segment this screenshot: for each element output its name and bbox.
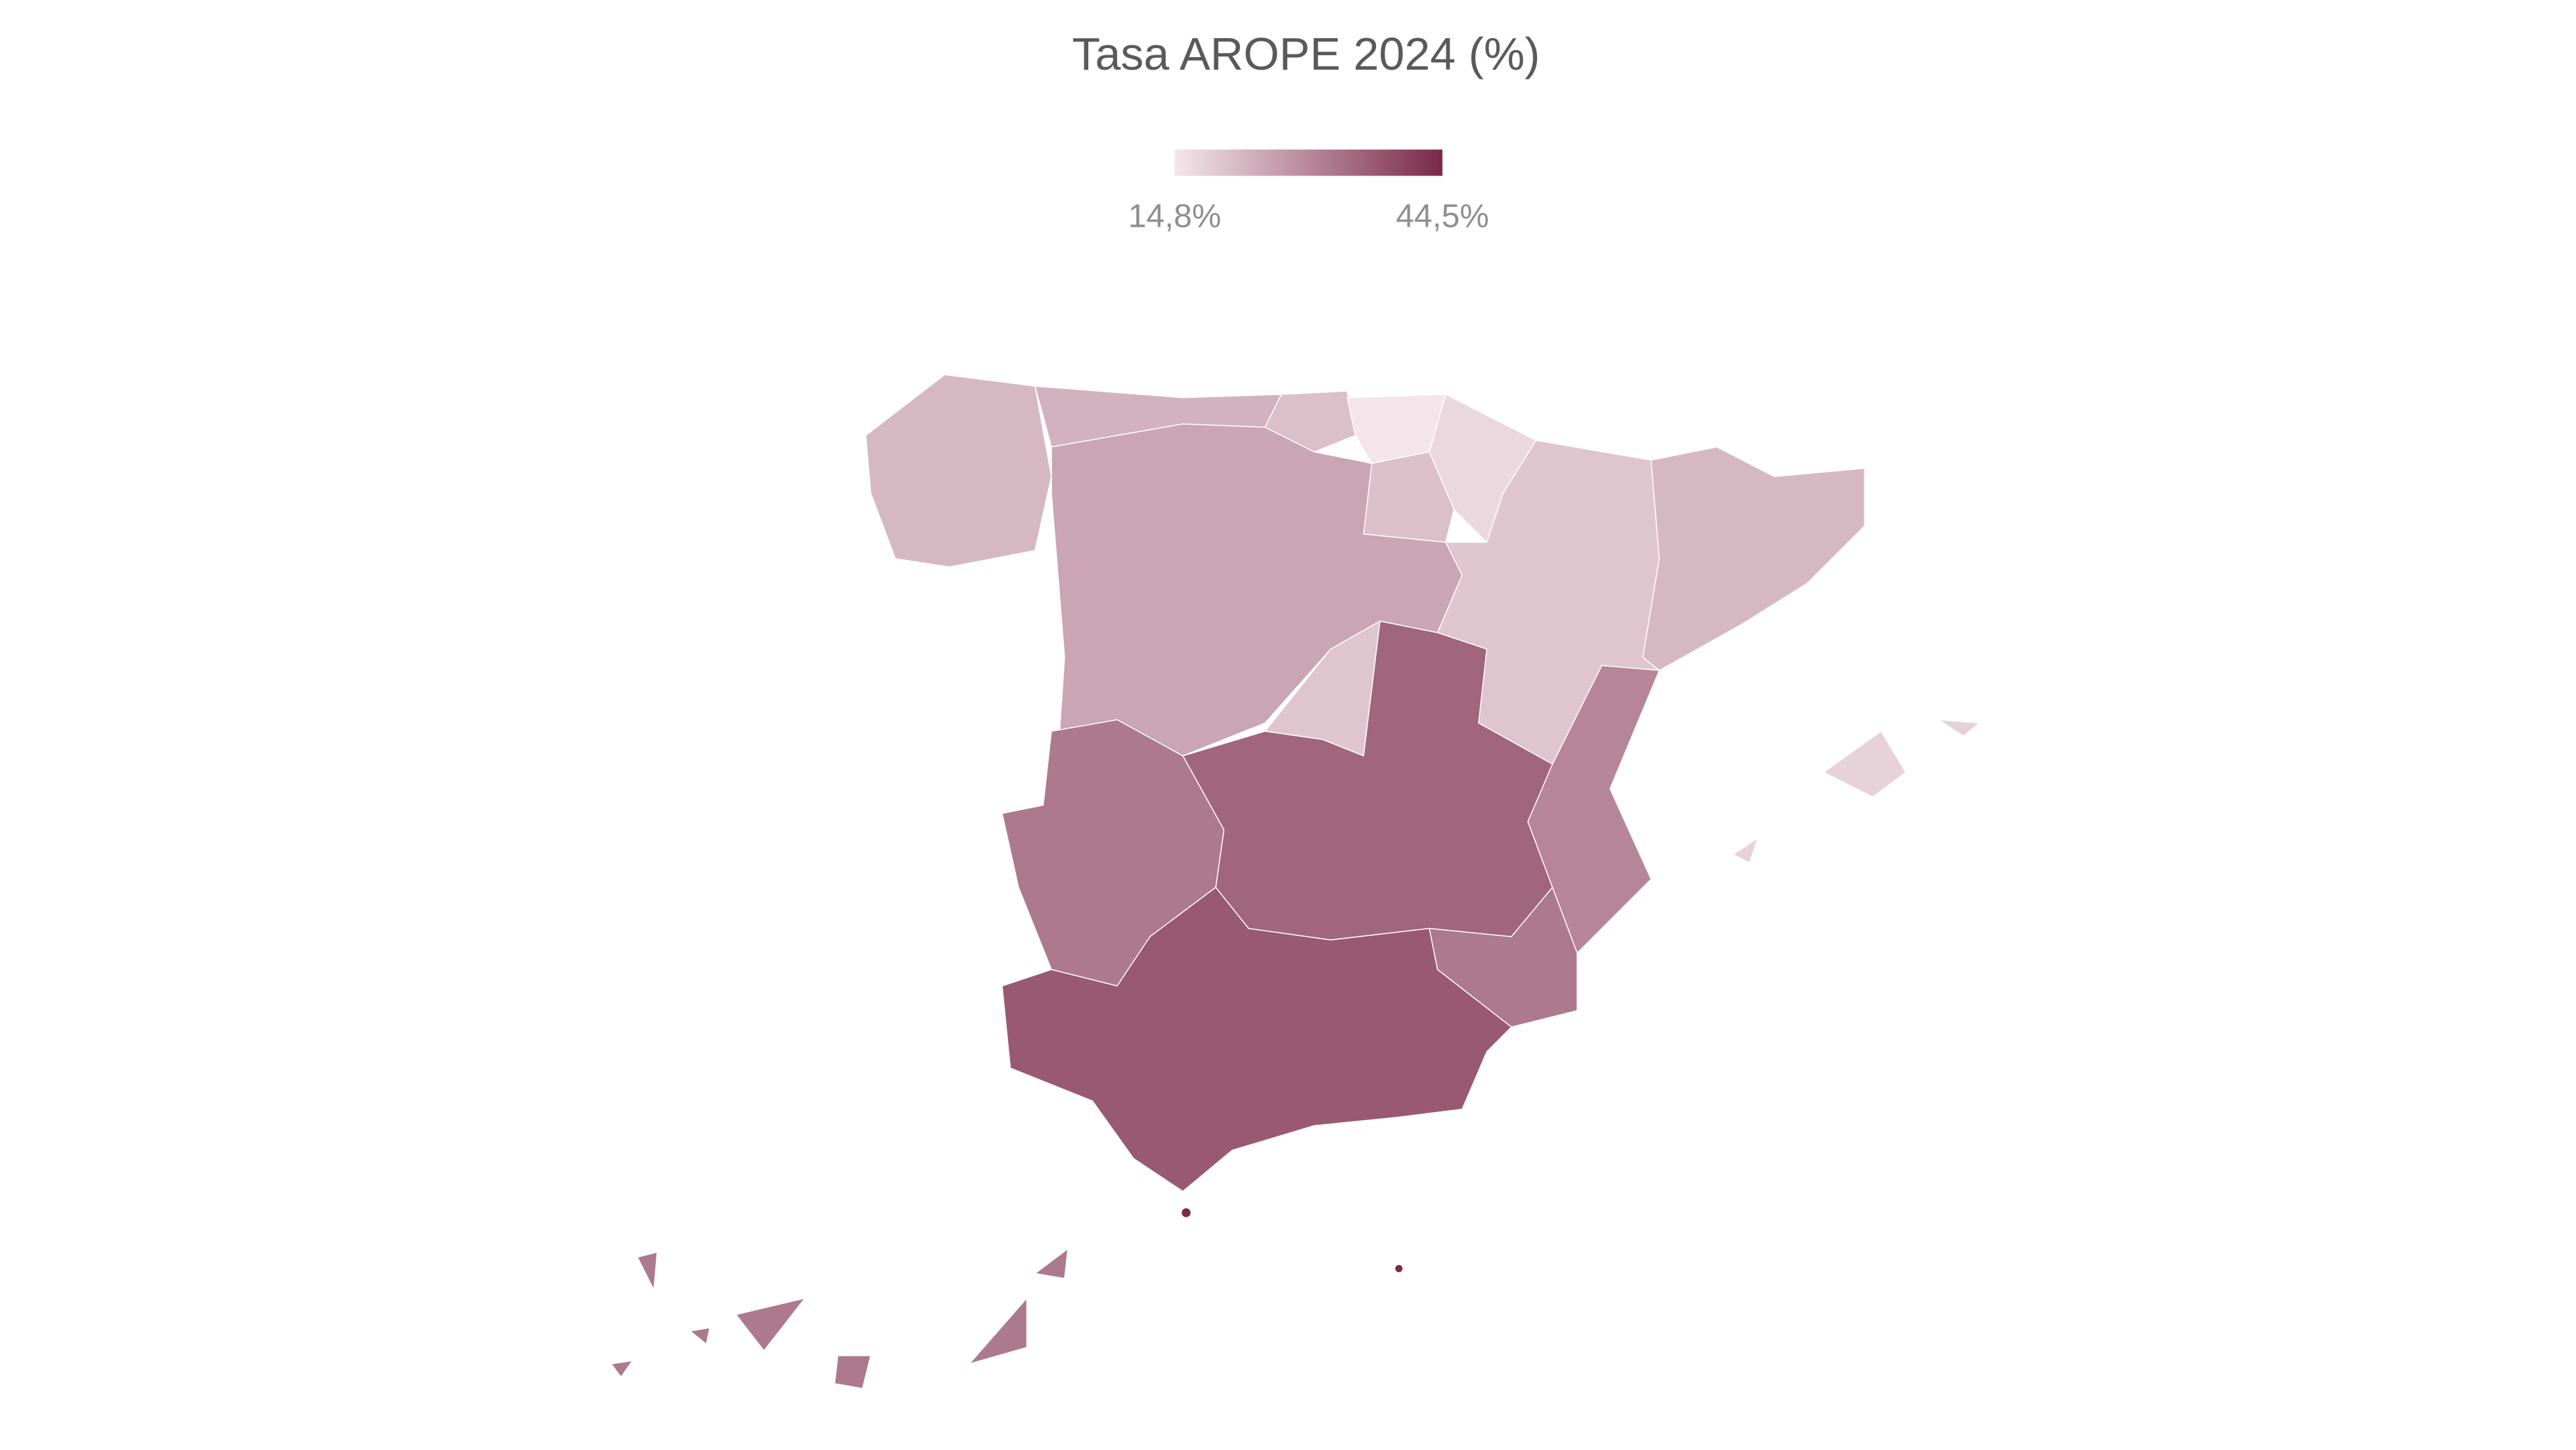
- region: [610, 1248, 1069, 1390]
- region: [1642, 446, 1866, 671]
- region: [1001, 887, 1512, 1192]
- legend-tick-label: 14,8%: [1128, 198, 1222, 235]
- region: [865, 374, 1052, 568]
- map-group: Tasa AROPE 2024 (%) 14,8% 44,5%: [610, 28, 1981, 1390]
- chart-title: Tasa AROPE 2024 (%): [1072, 28, 1540, 80]
- region: [1732, 719, 1981, 864]
- color-bar: [1174, 149, 1442, 176]
- region: [1264, 390, 1356, 453]
- region: [1180, 1207, 1192, 1219]
- region: [1394, 1264, 1404, 1273]
- legend-tick-label: 44,5%: [1396, 198, 1489, 235]
